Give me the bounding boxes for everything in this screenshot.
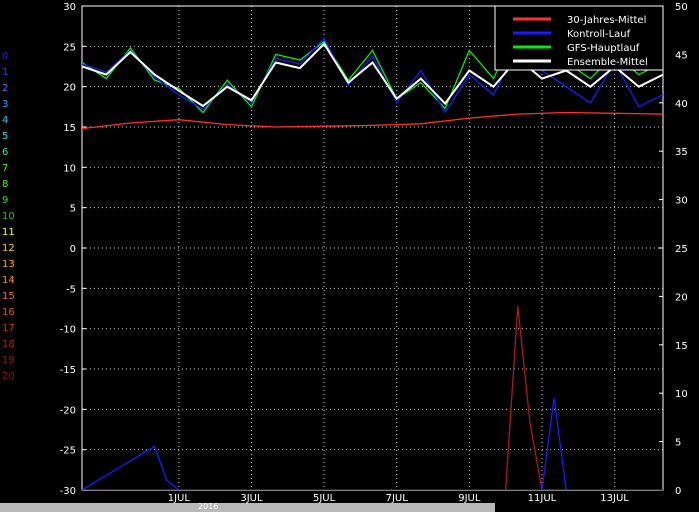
y-left-tick-label: -30	[60, 486, 76, 497]
y-right-tick-label: 30	[675, 196, 688, 207]
member-label: 4	[2, 115, 8, 126]
series-line	[82, 306, 663, 490]
series-line	[82, 111, 663, 130]
member-label: 1	[2, 67, 8, 78]
y-right-tick-label: 45	[675, 50, 688, 61]
y-right-tick-label: 20	[675, 292, 688, 303]
x-tick-label: 11JUL	[528, 493, 557, 504]
member-label: 18	[2, 339, 15, 350]
member-label: 16	[2, 307, 15, 318]
y-left-tick-label: 5	[70, 204, 76, 215]
member-label: 5	[2, 131, 8, 142]
series-line	[82, 37, 663, 114]
y-right-tick-label: 10	[675, 389, 688, 400]
date-bar	[0, 503, 495, 512]
member-label: 11	[2, 227, 15, 238]
x-tick-label: 9JUL	[458, 493, 481, 504]
y-left-tick-label: -5	[66, 284, 76, 295]
x-tick-label: 1JUL	[168, 493, 191, 504]
member-label: 14	[2, 275, 15, 286]
y-left-tick-label: 20	[63, 83, 76, 94]
legend-label: 30-Jahres-Mittel	[567, 15, 646, 26]
legend-label: Ensemble-Mittel	[567, 57, 648, 68]
member-label: 8	[2, 179, 8, 190]
y-right-tick-label: 40	[675, 99, 688, 110]
y-right-tick-label: 0	[675, 486, 681, 497]
y-left-tick-label: 30	[63, 2, 76, 13]
y-left-tick-label: -20	[60, 405, 76, 416]
y-left-tick-label: -10	[60, 325, 76, 336]
y-right-tick-label: 5	[675, 438, 681, 449]
member-label: 10	[2, 211, 15, 222]
member-label: 13	[2, 259, 15, 270]
member-label: 20	[2, 371, 15, 382]
y-left-tick-label: -25	[60, 446, 76, 457]
member-label: 3	[2, 99, 8, 110]
series-layer	[82, 25, 663, 490]
member-label: 0	[2, 51, 8, 62]
year-label: 2016	[198, 502, 219, 511]
member-label: 6	[2, 147, 8, 158]
series-line	[82, 397, 663, 490]
x-tick-label: 5JUL	[313, 493, 336, 504]
y-left-tick-label: 10	[63, 163, 76, 174]
legend-label: Kontroll-Lauf	[567, 29, 631, 40]
y-right-tick-label: 50	[675, 2, 688, 13]
member-label: 17	[2, 323, 15, 334]
plot-frame	[81, 5, 664, 491]
axis-ticks: 302520151050-5-10-15-20-25-3050454035302…	[60, 2, 688, 504]
member-label: 9	[2, 195, 8, 206]
member-label: 7	[2, 163, 8, 174]
legend-box	[494, 5, 664, 71]
y-left-tick-label: 25	[63, 42, 76, 53]
x-tick-label: 7JUL	[386, 493, 409, 504]
x-tick-label: 13JUL	[600, 493, 629, 504]
y-right-tick-label: 25	[675, 244, 688, 255]
member-label: 15	[2, 291, 15, 302]
y-right-tick-label: 35	[675, 147, 688, 158]
x-tick-label: 3JUL	[240, 493, 263, 504]
member-label: 2	[2, 83, 8, 94]
y-left-tick-label: 0	[70, 244, 76, 255]
legend-label: GFS-Hauptlauf	[567, 43, 640, 54]
y-right-tick-label: 15	[675, 341, 688, 352]
member-label: 12	[2, 243, 15, 254]
legend: 30-Jahres-Mittel Kontroll-Lauf GFS-Hauptla…	[494, 5, 664, 71]
y-left-tick-label: 15	[63, 123, 76, 134]
grid	[82, 6, 663, 490]
y-left-tick-label: -15	[60, 365, 76, 376]
member-label: 19	[2, 355, 15, 366]
